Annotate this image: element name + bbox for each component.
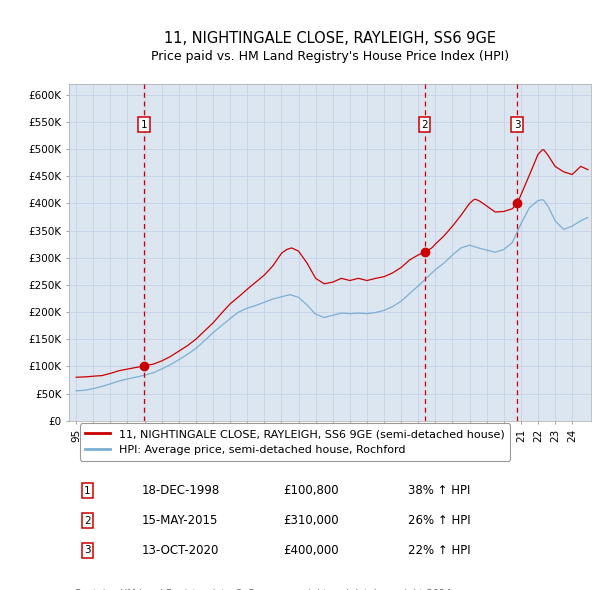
- Text: 13-OCT-2020: 13-OCT-2020: [142, 544, 220, 557]
- Text: 3: 3: [84, 546, 91, 555]
- Text: Contains HM Land Registry data © Crown copyright and database right 2024.: Contains HM Land Registry data © Crown c…: [74, 589, 454, 590]
- Text: Price paid vs. HM Land Registry's House Price Index (HPI): Price paid vs. HM Land Registry's House …: [151, 50, 509, 63]
- Legend: 11, NIGHTINGALE CLOSE, RAYLEIGH, SS6 9GE (semi-detached house), HPI: Average pri: 11, NIGHTINGALE CLOSE, RAYLEIGH, SS6 9GE…: [80, 424, 510, 461]
- Text: 2: 2: [84, 516, 91, 526]
- Text: 1: 1: [141, 120, 148, 130]
- Text: 11, NIGHTINGALE CLOSE, RAYLEIGH, SS6 9GE: 11, NIGHTINGALE CLOSE, RAYLEIGH, SS6 9GE: [164, 31, 496, 46]
- Text: 26% ↑ HPI: 26% ↑ HPI: [409, 514, 471, 527]
- Text: 2: 2: [421, 120, 428, 130]
- Text: £310,000: £310,000: [283, 514, 338, 527]
- Text: £400,000: £400,000: [283, 544, 338, 557]
- Text: 22% ↑ HPI: 22% ↑ HPI: [409, 544, 471, 557]
- Text: 38% ↑ HPI: 38% ↑ HPI: [409, 484, 470, 497]
- Text: 3: 3: [514, 120, 521, 130]
- Text: 15-MAY-2015: 15-MAY-2015: [142, 514, 218, 527]
- Text: 1: 1: [84, 486, 91, 496]
- Text: £100,800: £100,800: [283, 484, 338, 497]
- Text: 18-DEC-1998: 18-DEC-1998: [142, 484, 220, 497]
